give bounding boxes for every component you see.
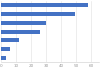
Bar: [1, 12, 75, 16]
Bar: [1, 56, 6, 60]
Bar: [1, 21, 46, 25]
Bar: [1, 3, 88, 7]
Bar: [1, 47, 10, 51]
Bar: [1, 38, 19, 42]
Bar: [1, 30, 40, 34]
